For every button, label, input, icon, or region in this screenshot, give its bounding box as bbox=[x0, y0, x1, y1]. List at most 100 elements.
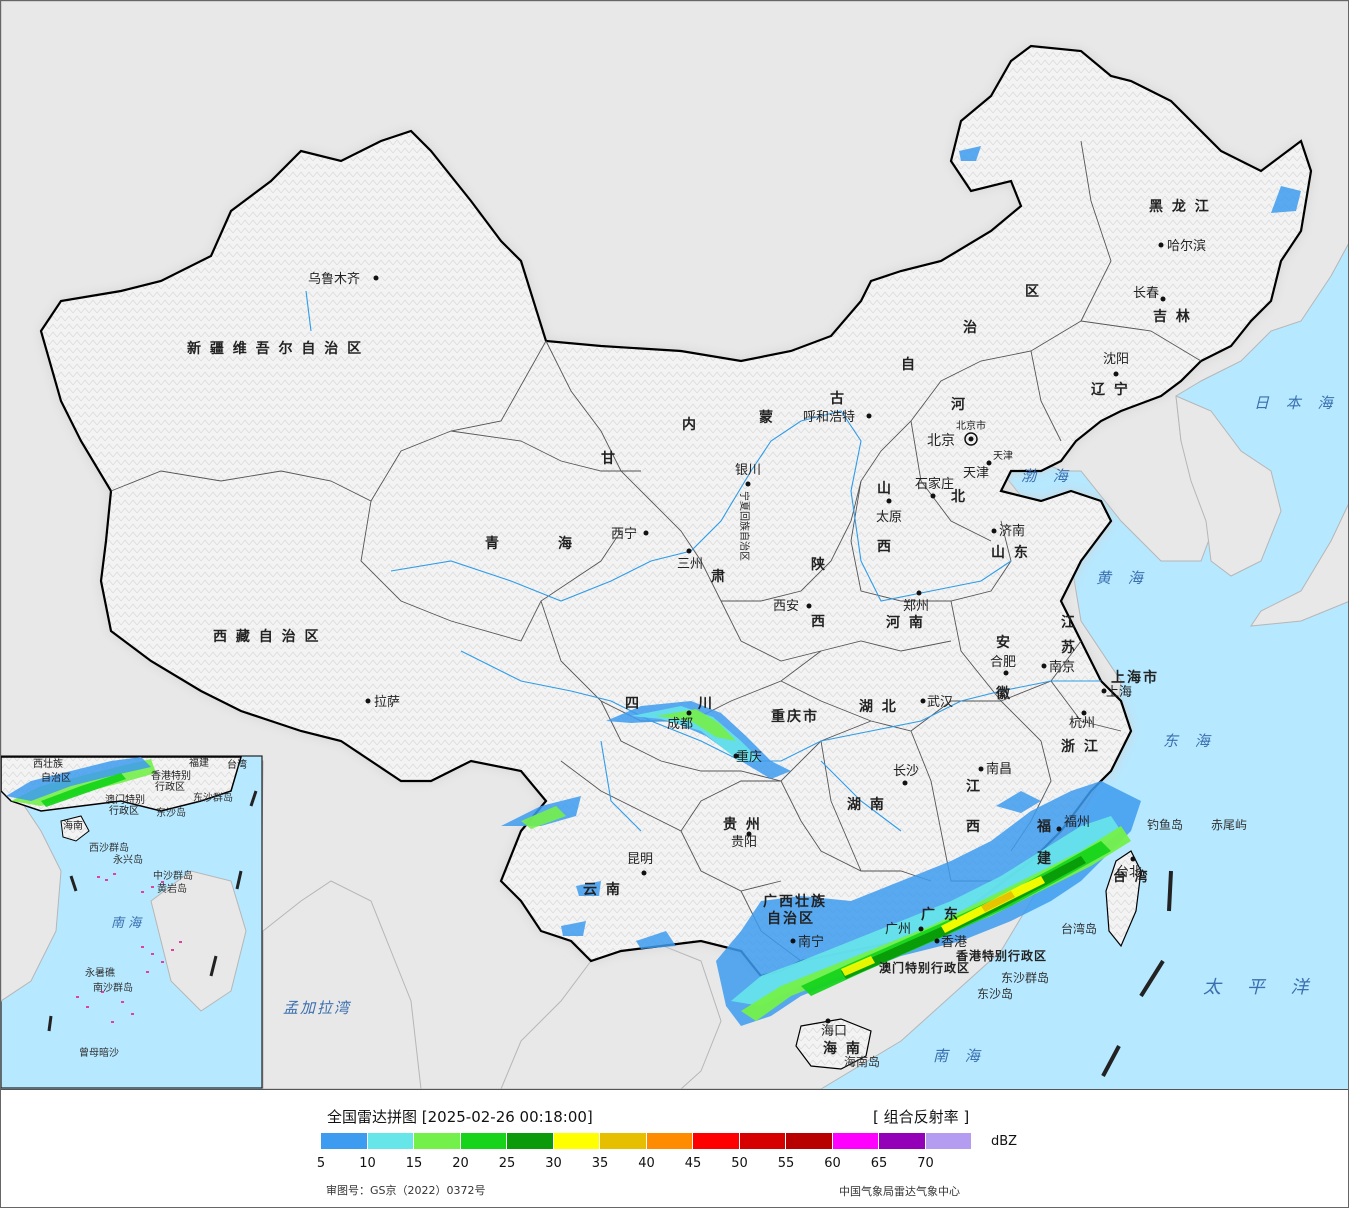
province-label-fujian-2: 建 bbox=[1037, 850, 1053, 867]
china-radar-map: 新 疆 维 吾 尔 自 治 区 西 藏 自 治 区 青 海 甘 肃 内 蒙 古 … bbox=[1, 1, 1348, 1089]
city-label-shenyang: 沈阳 bbox=[1103, 352, 1129, 367]
colorbar-tick-label: 55 bbox=[777, 1156, 795, 1171]
colorbar-segment bbox=[646, 1133, 692, 1149]
city-label-chengdu: 成都 bbox=[667, 717, 693, 732]
inset-label-nansha: 南沙群岛 bbox=[93, 981, 133, 994]
city-label-guangzhou: 广州 bbox=[885, 922, 911, 937]
city-label-changsha: 长沙 bbox=[893, 764, 919, 779]
province-label-hubei: 湖 北 bbox=[859, 699, 898, 715]
province-label-sichuan-1: 四 bbox=[625, 696, 641, 712]
city-label-shanghai: 上海 bbox=[1106, 685, 1132, 700]
city-label-guiyang: 贵阳 bbox=[731, 835, 757, 850]
inset-label-dongsha: 东沙群岛 bbox=[193, 791, 233, 804]
colorbar-tick-label: 30 bbox=[545, 1156, 562, 1171]
colorbar-segment bbox=[460, 1133, 506, 1149]
province-label-guizhou: 贵 州 bbox=[723, 816, 762, 833]
colorbar-tick-label: 50 bbox=[731, 1156, 748, 1171]
inset-label-zhongsha: 中沙群岛 bbox=[153, 869, 193, 882]
colorbar-tick-label: 20 bbox=[452, 1156, 469, 1171]
province-label-neimenggu-6: 区 bbox=[1025, 284, 1041, 300]
province-label-jiangsu-1: 江 bbox=[1061, 614, 1077, 631]
city-label-jinan: 济南 bbox=[999, 523, 1025, 539]
island-label-chiwei: 赤尾屿 bbox=[1211, 818, 1247, 832]
province-label-yunnan: 云 南 bbox=[583, 881, 622, 898]
inset-label-taiwan: 台湾 bbox=[227, 758, 247, 771]
province-label-fujian-1: 福 bbox=[1036, 818, 1053, 835]
province-label-sichuan-2: 川 bbox=[697, 696, 714, 712]
japan-land bbox=[1249, 504, 1348, 627]
province-label-heilongjiang: 黑 龙 江 bbox=[1149, 198, 1211, 215]
province-label-shanxi-1: 山 bbox=[877, 481, 893, 497]
southeast-asia-land bbox=[500, 940, 722, 1089]
province-label-hebei-2: 北 bbox=[951, 489, 967, 505]
radar-echoes bbox=[501, 146, 1301, 1026]
province-label-qinghai-1: 青 bbox=[485, 535, 501, 552]
colorbar-tick-label: 45 bbox=[684, 1156, 702, 1171]
city-label-beijing: 北京 bbox=[927, 433, 955, 449]
city-label-harbin: 哈尔滨 bbox=[1167, 238, 1206, 254]
city-label-taiyuan: 太原 bbox=[876, 510, 902, 525]
colorbar-segment bbox=[832, 1133, 878, 1149]
inset-label-huangyan: 黄岩岛 bbox=[157, 882, 187, 895]
taiwan-island bbox=[1105, 850, 1142, 948]
province-label-shanghai: 上海市 bbox=[1111, 669, 1159, 686]
province-label-liaoning: 辽 宁 bbox=[1091, 381, 1130, 398]
colorbar-tick-label: 35 bbox=[591, 1156, 609, 1171]
inset-label-xingzhengqu: 行政区 bbox=[155, 780, 185, 793]
province-label-guangxi-1: 广西壮族 bbox=[763, 893, 827, 910]
city-markers bbox=[365, 242, 1166, 1024]
colorbar-segment bbox=[739, 1133, 785, 1149]
province-label-shandong: 山 东 bbox=[991, 544, 1030, 561]
city-label-shijiazhuang: 石家庄 bbox=[915, 476, 954, 492]
colorbar-tick-label: 65 bbox=[870, 1156, 888, 1171]
province-label-hainan: 海 南 bbox=[823, 1040, 862, 1057]
inset-label-yongshu: 永暑礁 bbox=[85, 966, 115, 979]
province-label-guangxi-2: 自治区 bbox=[767, 910, 815, 927]
province-label-beijing: 北京市 bbox=[956, 419, 986, 432]
inset-label-xianggang: 香港特别 bbox=[151, 770, 191, 782]
colorbar-segment bbox=[693, 1133, 739, 1149]
colorbar-tick-label: 10 bbox=[359, 1156, 376, 1171]
rivers bbox=[305, 290, 1101, 832]
city-label-taibei: 台北 bbox=[1116, 865, 1142, 880]
province-label-qinghai-2: 海 bbox=[558, 535, 574, 552]
province-label-neimenggu-5: 治 bbox=[963, 319, 979, 336]
colorbar-segment bbox=[507, 1133, 553, 1149]
city-label-xining: 西宁 bbox=[611, 526, 637, 542]
inset-label-nanhai: 南 海 bbox=[111, 916, 143, 931]
inset-label-dongshadao: 东沙岛 bbox=[156, 806, 186, 819]
province-label-aomen: 澳门特别行政区 bbox=[879, 960, 970, 975]
hainan-island bbox=[795, 1018, 872, 1070]
legend-product: [ 组合反射率 ] bbox=[873, 1108, 970, 1126]
province-label-gansu-1: 甘 bbox=[601, 450, 617, 467]
city-label-chongqing: 重庆 bbox=[736, 749, 762, 765]
sea-label-bohai: 渤 海 bbox=[1021, 467, 1074, 485]
province-label-shaanxi-1: 陕 bbox=[811, 556, 827, 573]
beijing-capital-marker bbox=[964, 432, 978, 446]
south-china-sea-inset: 西壮族 自治区 福建 台湾 香港特别 行政区 澳门特别 行政区 东沙群岛 东沙岛… bbox=[1, 755, 263, 1089]
inset-label-hainan: 海南 bbox=[63, 819, 83, 832]
province-label-xianggang: 香港特别行政区 bbox=[955, 948, 1047, 963]
province-label-shanxi-2: 西 bbox=[877, 539, 893, 555]
inset-label-xingzhengqu-2: 行政区 bbox=[109, 804, 139, 817]
inset-label-xisha: 西沙群岛 bbox=[89, 841, 129, 854]
city-label-kunming: 昆明 bbox=[627, 852, 653, 867]
province-label-tianjin: 天津 bbox=[993, 450, 1013, 462]
province-label-shaanxi-2: 西 bbox=[811, 614, 827, 630]
province-label-hebei-1: 河 bbox=[951, 396, 967, 413]
boundary-dash-lines bbox=[1101, 870, 1173, 1077]
inset-label-guangxi: 西壮族 bbox=[33, 757, 63, 770]
city-label-tianjin: 天津 bbox=[963, 466, 989, 481]
city-label-hohhot: 呼和浩特 bbox=[803, 410, 855, 425]
province-label-anhui-2: 徽 bbox=[995, 685, 1012, 702]
city-label-nanning: 南宁 bbox=[798, 934, 824, 950]
colorbar-tick-label: 5 bbox=[316, 1156, 326, 1171]
city-label-zhengzhou: 郑州 bbox=[903, 599, 929, 614]
inset-label-yongxing: 永兴岛 bbox=[113, 853, 143, 866]
colorbar-segment bbox=[414, 1133, 460, 1149]
province-label-zhejiang: 浙 江 bbox=[1061, 738, 1100, 755]
city-label-urumqi: 乌鲁木齐 bbox=[308, 271, 360, 287]
city-label-xianggang: 香港 bbox=[941, 935, 967, 950]
india-land bbox=[262, 880, 422, 1089]
colorbar-segment bbox=[321, 1133, 367, 1149]
